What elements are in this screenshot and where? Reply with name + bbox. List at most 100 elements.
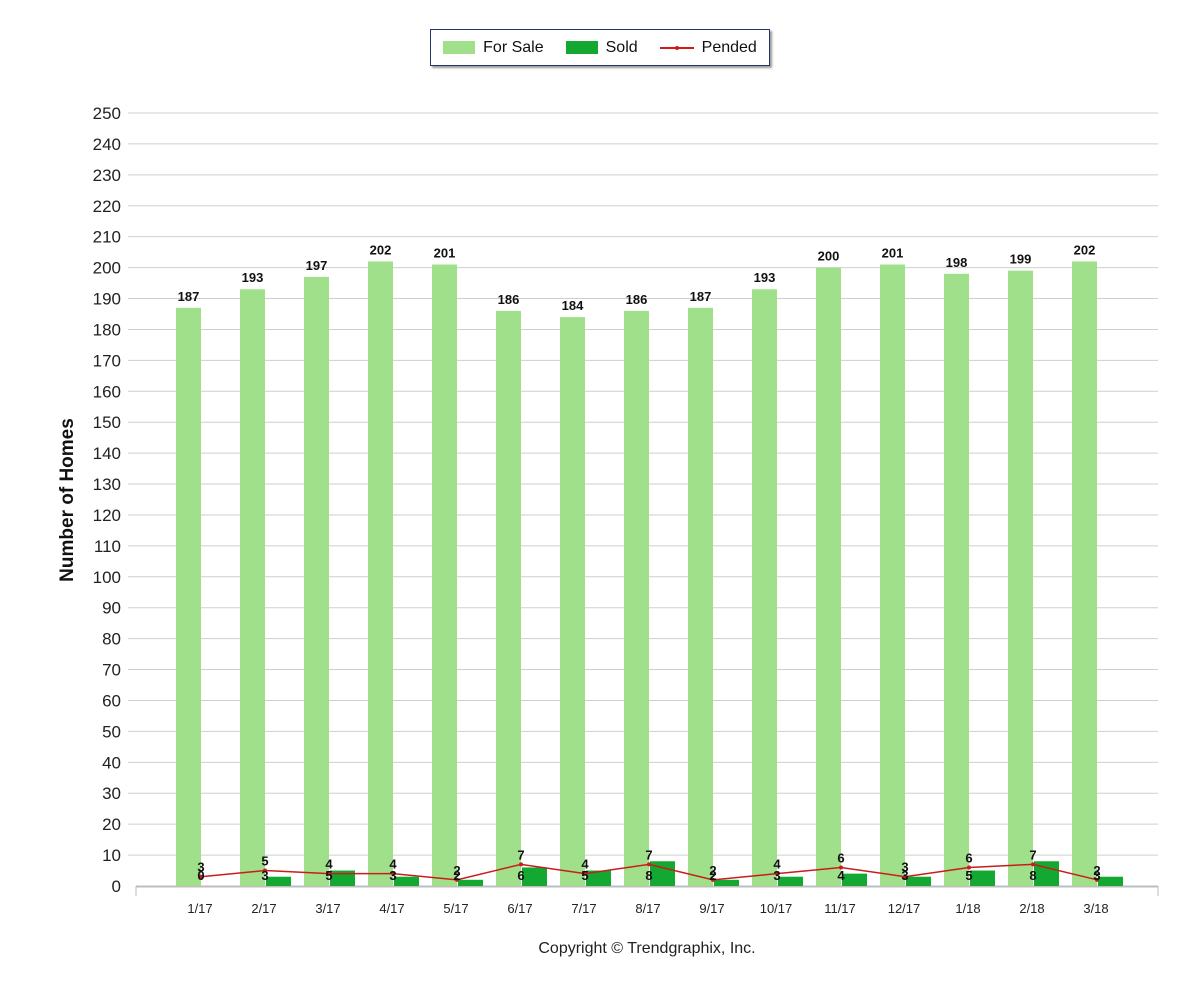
sold-data-label: 5	[965, 868, 972, 883]
pended-point	[583, 871, 587, 876]
y-tick-label: 190	[93, 290, 121, 309]
pended-point	[455, 877, 459, 882]
sold-data-label: 8	[1029, 868, 1036, 883]
y-tick-label: 80	[102, 630, 121, 649]
legend-label-for-sale: For Sale	[483, 38, 544, 56]
sold-bar	[394, 876, 419, 886]
y-tick-label: 100	[93, 568, 121, 587]
sold-bar	[330, 870, 355, 886]
pended-point	[1095, 877, 1099, 882]
x-tick-label: 2/17	[251, 901, 276, 916]
for-sale-bar	[496, 310, 521, 886]
y-tick-label: 20	[102, 815, 121, 834]
for-sale-data-label: 193	[242, 270, 264, 285]
for-sale-bar	[240, 289, 265, 886]
sold-data-label: 2	[453, 868, 460, 883]
y-tick-label: 50	[102, 722, 121, 741]
for-sale-bar	[1072, 261, 1097, 886]
for-sale-bar	[752, 289, 777, 886]
y-tick-label: 180	[93, 320, 121, 339]
y-tick-label: 30	[102, 784, 121, 803]
pended-data-label: 7	[645, 847, 652, 862]
pended-point	[903, 874, 907, 879]
for-sale-data-label: 187	[178, 289, 200, 304]
x-tick-label: 8/17	[635, 901, 660, 916]
x-tick-label: 12/17	[888, 901, 921, 916]
sold-bar	[970, 870, 995, 886]
sold-data-label: 5	[325, 868, 332, 883]
y-tick-label: 10	[102, 846, 121, 865]
x-tick-label: 1/18	[955, 901, 980, 916]
for-sale-bar	[944, 273, 969, 886]
x-tick-label: 10/17	[760, 901, 793, 916]
x-tick-label: 3/18	[1083, 901, 1108, 916]
x-tick-label: 2/18	[1019, 901, 1044, 916]
sold-data-label: 3	[773, 868, 780, 883]
pended-point	[839, 865, 843, 870]
for-sale-bar	[304, 276, 329, 887]
x-tick-label: 7/17	[571, 901, 596, 916]
pended-data-label: 2	[709, 863, 716, 878]
y-tick-label: 130	[93, 475, 121, 494]
y-tick-label: 250	[93, 104, 121, 123]
y-tick-label: 220	[93, 197, 121, 216]
chart-legend: For Sale Sold Pended	[430, 29, 770, 66]
y-tick-label: 70	[102, 661, 121, 680]
pended-data-label: 3	[197, 860, 204, 875]
pended-data-label: 6	[965, 850, 972, 865]
pended-point	[775, 871, 779, 876]
pended-line-swatch	[659, 41, 694, 54]
sold-data-label: 3	[261, 868, 268, 883]
y-tick-label: 0	[112, 877, 121, 896]
sold-bar	[522, 867, 547, 886]
for-sale-bar	[816, 267, 841, 887]
pended-point	[199, 874, 203, 879]
for-sale-data-label: 193	[754, 270, 776, 285]
for-sale-bar	[1008, 270, 1033, 886]
sold-bar	[1098, 876, 1123, 886]
x-tick-label: 1/17	[187, 901, 212, 916]
pended-point	[711, 877, 715, 882]
for-sale-bar	[176, 307, 201, 886]
legend-item-sold[interactable]: Sold	[565, 39, 638, 57]
pended-point	[263, 868, 267, 873]
y-tick-label: 120	[93, 506, 121, 525]
for-sale-data-label: 202	[1074, 242, 1096, 257]
pended-data-label: 5	[261, 854, 268, 869]
sold-bar	[714, 879, 739, 886]
for-sale-bar	[432, 264, 457, 886]
sold-data-label: 6	[517, 868, 524, 883]
y-tick-label: 210	[93, 228, 121, 247]
sold-data-label: 3	[901, 868, 908, 883]
sold-data-label: 2	[709, 868, 716, 883]
x-tick-label: 11/17	[824, 901, 856, 916]
for-sale-data-label: 202	[370, 242, 392, 257]
sold-bar	[778, 876, 803, 886]
for-sale-swatch	[443, 41, 476, 54]
pended-point	[647, 862, 651, 867]
pended-data-label: 6	[837, 850, 844, 865]
legend-item-pended[interactable]: Pended	[659, 39, 757, 57]
sold-data-label: 4	[837, 868, 845, 883]
sold-data-label: 3	[1093, 868, 1100, 883]
for-sale-data-label: 198	[946, 255, 968, 270]
sold-bar	[586, 870, 611, 886]
y-tick-label: 160	[93, 382, 121, 401]
for-sale-data-label: 201	[882, 246, 904, 261]
y-tick-label: 40	[102, 753, 121, 772]
sold-bar	[266, 876, 291, 886]
for-sale-data-label: 197	[306, 258, 328, 273]
for-sale-data-label: 186	[626, 292, 648, 307]
pended-data-label: 4	[325, 857, 333, 872]
x-tick-label: 4/17	[379, 901, 404, 916]
for-sale-bar	[624, 310, 649, 886]
legend-item-for-sale[interactable]: For Sale	[443, 38, 544, 57]
for-sale-bar	[368, 261, 393, 886]
for-sale-bar	[688, 307, 713, 886]
sold-bar	[458, 879, 483, 886]
y-tick-label: 170	[93, 351, 121, 370]
pended-data-label: 2	[453, 863, 460, 878]
pended-point	[967, 865, 971, 870]
sold-data-label: 3	[389, 868, 396, 883]
